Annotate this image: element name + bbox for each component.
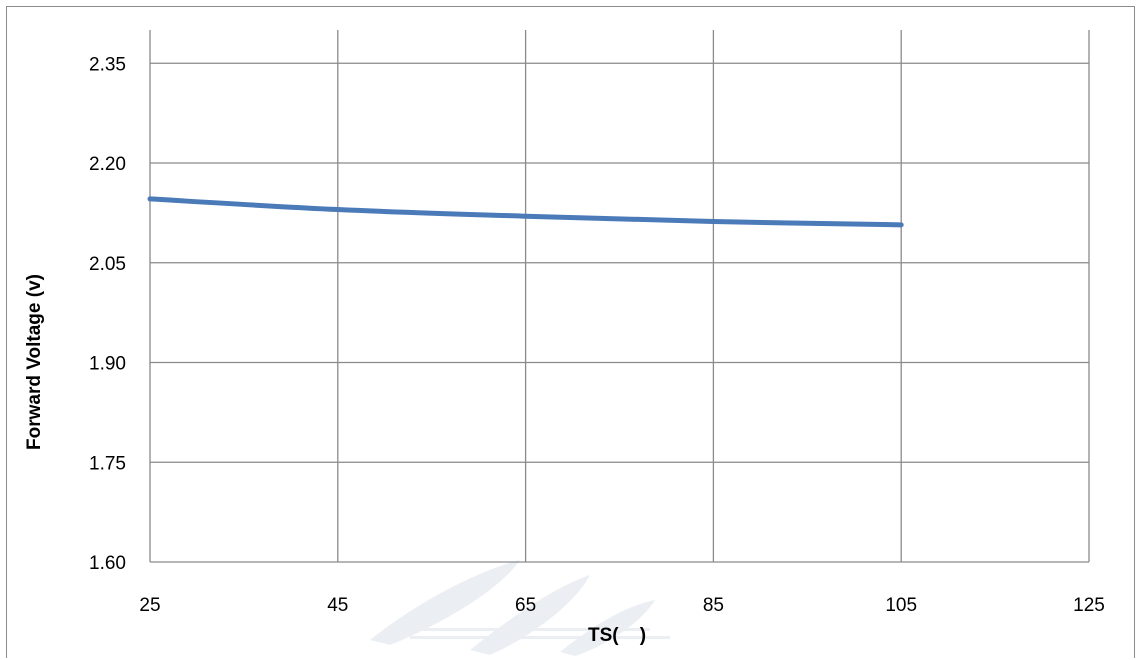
x-tick-label: 45 [327,595,348,616]
grid [149,30,1090,563]
x-axis-tick-labels: 25 45 65 85 105 125 [139,595,1104,616]
y-tick-label: 2.20 [89,154,126,175]
x-axis-label: TS( ) [588,625,646,646]
y-axis-label: Forward Voltage (v) [24,274,45,450]
y-axis-tick-labels: 1.60 1.75 1.90 2.05 2.20 2.35 [89,54,126,574]
y-tick-label: 1.60 [89,553,126,574]
y-tick-label: 2.05 [89,254,126,275]
y-tick-label: 1.75 [89,453,126,474]
x-tick-label: 85 [703,595,724,616]
x-tick-label: 105 [885,595,917,616]
series-layer [147,196,904,228]
watermark-logo [370,560,670,656]
x-tick-label: 65 [515,595,536,616]
y-tick-label: 1.90 [89,354,126,375]
x-tick-label: 25 [139,595,160,616]
x-tick-label: 125 [1073,595,1105,616]
series-line-0 [147,196,904,228]
y-tick-label: 2.35 [89,54,126,75]
chart-frame [6,6,1135,658]
